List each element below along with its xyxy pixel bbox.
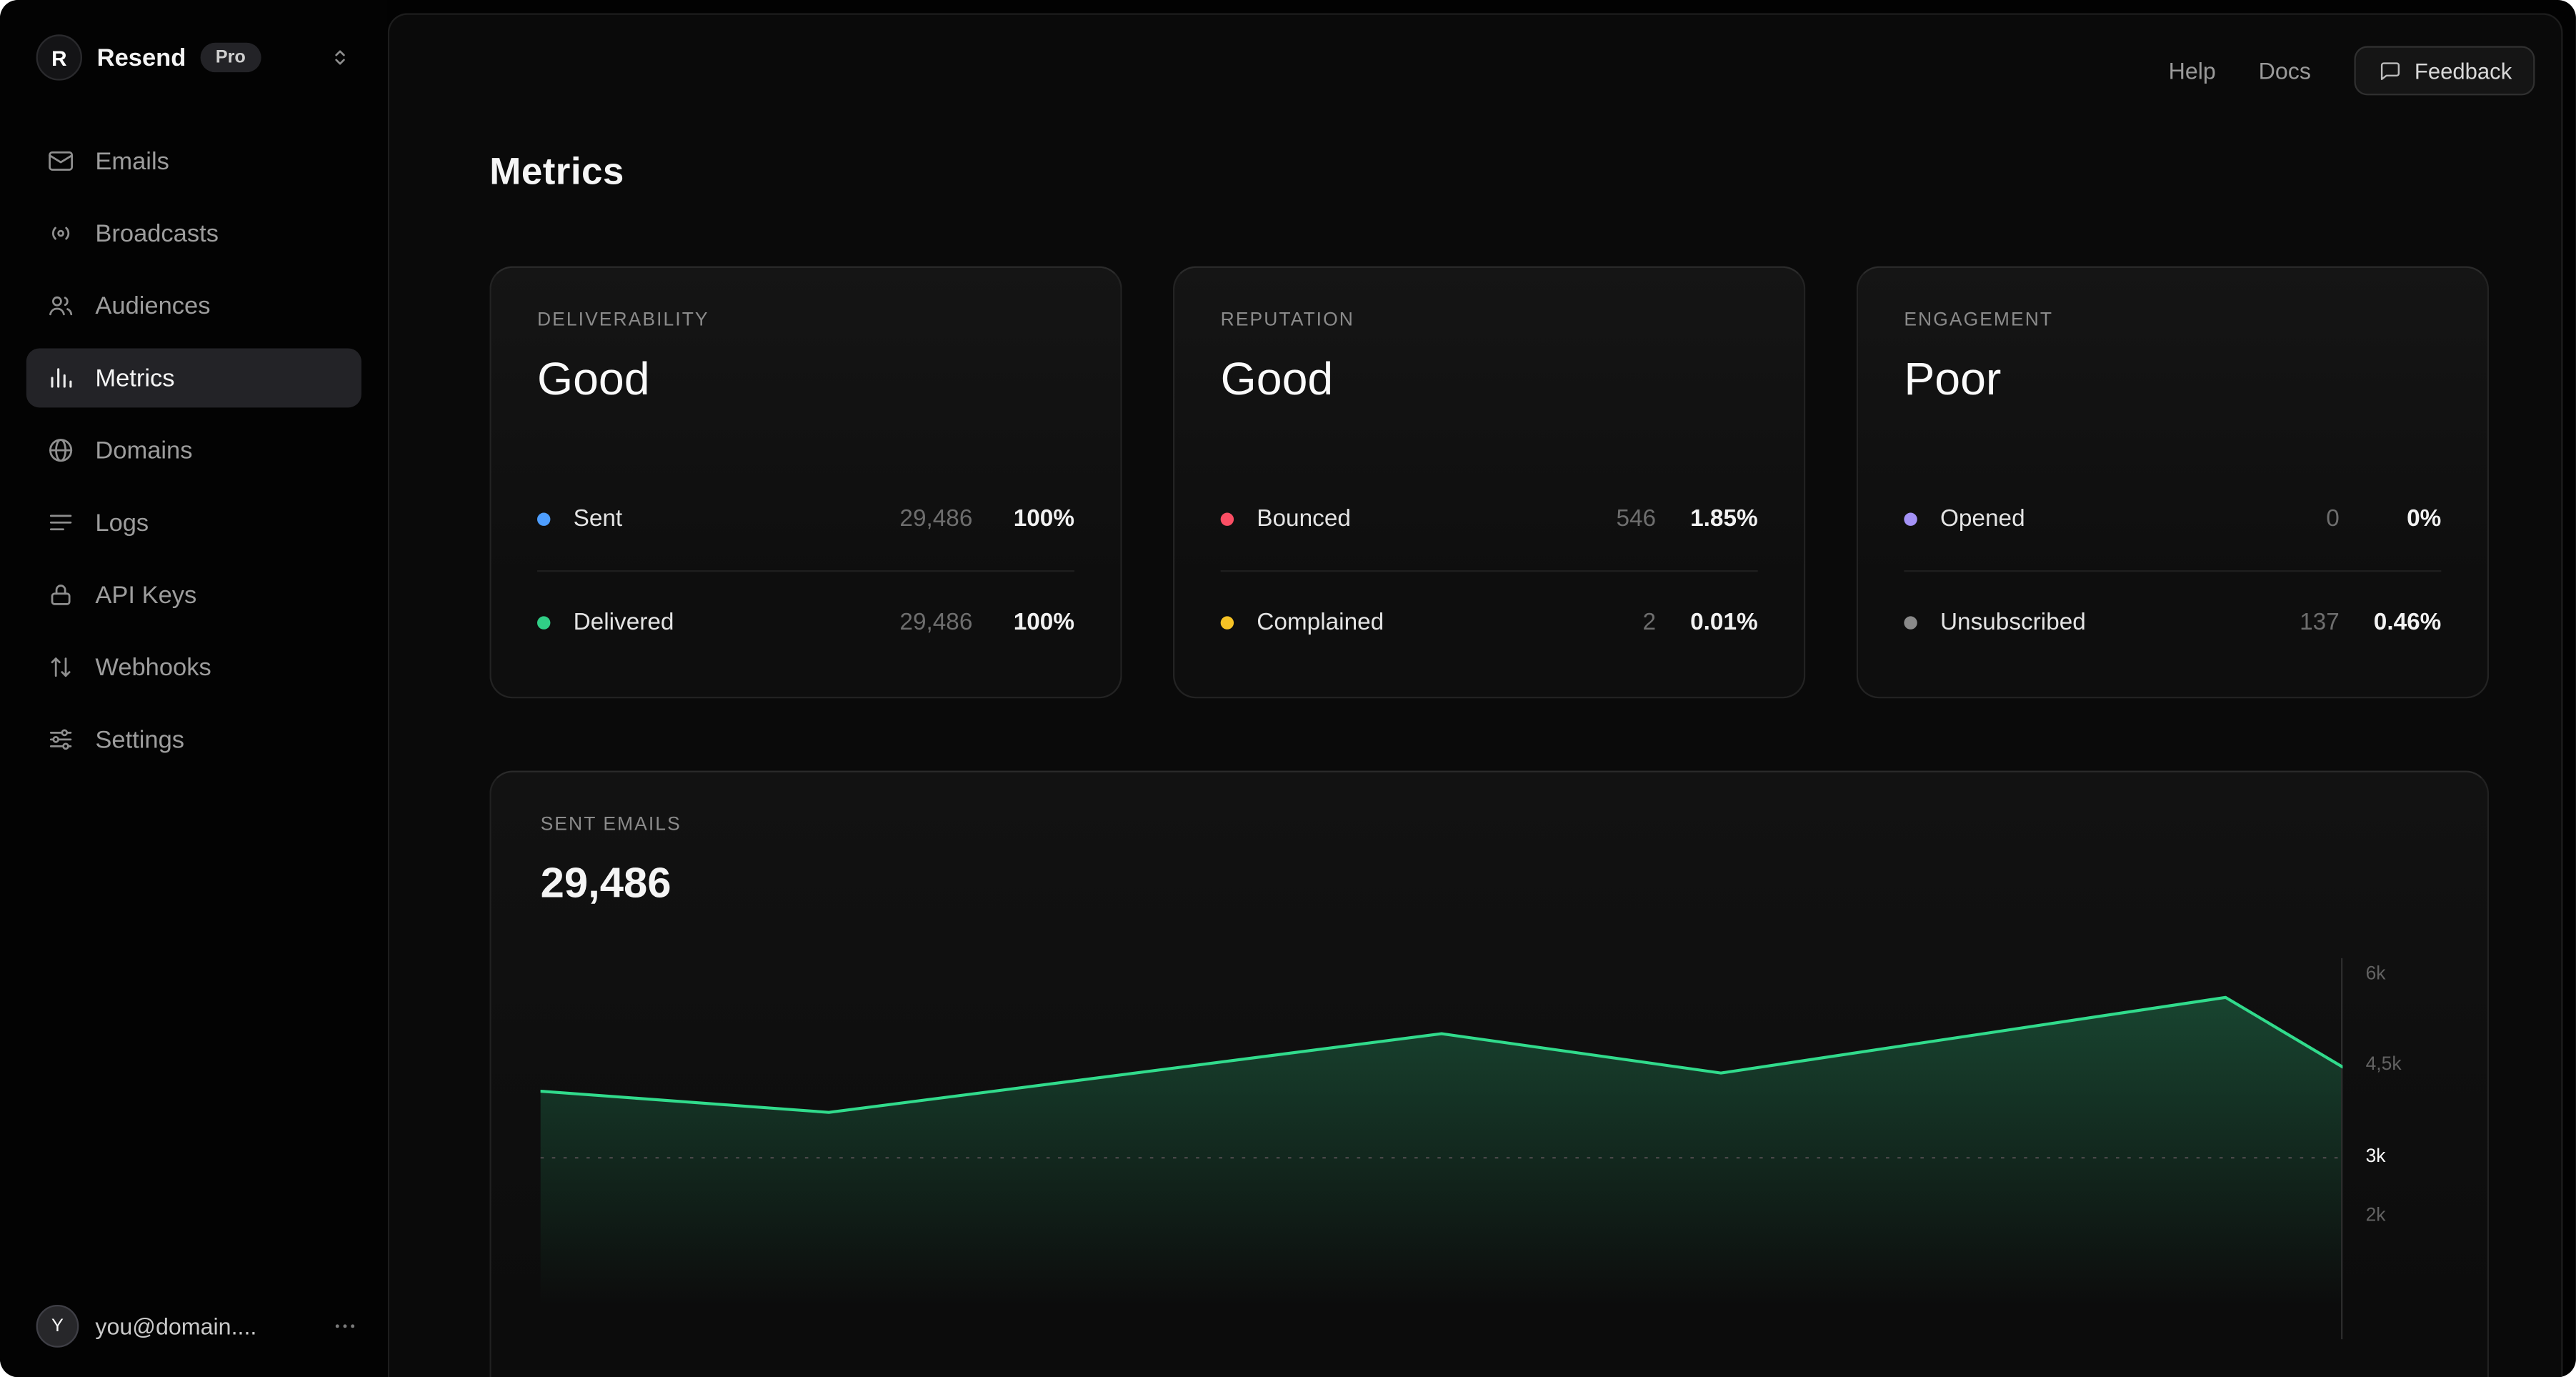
metric-name: Bounced xyxy=(1257,506,1351,533)
metric-name: Sent xyxy=(573,506,623,533)
metric-count: 29,486 xyxy=(899,610,973,636)
sidebar-item-api-keys[interactable]: API Keys xyxy=(26,565,361,625)
help-link[interactable]: Help xyxy=(2168,57,2216,84)
card-status: Good xyxy=(1220,353,1334,404)
feedback-button-label: Feedback xyxy=(2414,58,2512,84)
sliders-icon xyxy=(46,725,75,754)
y-tick-label: 4,5k xyxy=(2365,1055,2402,1075)
chart-y-axis: 6k 4,5k 3k 2k xyxy=(2366,958,2445,1340)
sidebar-item-label: Webhooks xyxy=(95,653,211,682)
y-tick-label: 3k xyxy=(2365,1146,2386,1166)
reputation-card: REPUTATION Good Bounced 546 1.85% Compla… xyxy=(1172,266,1806,699)
ellipsis-icon[interactable] xyxy=(332,1313,359,1339)
broadcast-icon xyxy=(46,219,75,248)
metric-percent: 0% xyxy=(2407,506,2442,533)
workspace-switcher[interactable]: R Resend Pro xyxy=(26,0,361,115)
sent-emails-total: 29,486 xyxy=(540,857,672,908)
metric-row-complained: Complained 2 0.01% xyxy=(1220,570,1758,674)
sidebar-item-emails[interactable]: Emails xyxy=(26,131,361,191)
sidebar-item-label: Domains xyxy=(95,436,193,464)
metric-count: 137 xyxy=(2300,610,2340,636)
area-chart xyxy=(540,958,2343,1340)
main-panel: Help Docs Feedback Metrics DELIVERABILIT… xyxy=(387,13,2563,1377)
workspace-name: Resend xyxy=(96,43,186,72)
docs-link[interactable]: Docs xyxy=(2258,57,2311,84)
user-menu-row[interactable]: Y you@domain.... xyxy=(0,1276,388,1377)
metric-row-bounced: Bounced 546 1.85% xyxy=(1220,468,1758,570)
plan-badge: Pro xyxy=(200,42,261,73)
metric-row-unsubscribed: Unsubscribed 137 0.46% xyxy=(1904,570,2442,674)
metric-count: 29,486 xyxy=(899,506,973,533)
sidebar-item-label: Audiences xyxy=(95,292,211,320)
metric-dot xyxy=(537,616,551,630)
sidebar-item-settings[interactable]: Settings xyxy=(26,710,361,769)
metric-row-delivered: Delivered 29,486 100% xyxy=(537,570,1075,674)
sidebar-item-audiences[interactable]: Audiences xyxy=(26,276,361,335)
sidebar-item-logs[interactable]: Logs xyxy=(26,493,361,552)
metric-name: Delivered xyxy=(573,610,674,636)
logs-icon xyxy=(46,508,75,537)
page-title: Metrics xyxy=(489,149,624,193)
card-status: Poor xyxy=(1904,353,2002,404)
metric-dot xyxy=(537,512,551,526)
metric-count: 0 xyxy=(2326,506,2340,533)
avatar: Y xyxy=(36,1304,79,1348)
card-label: ENGAGEMENT xyxy=(1904,310,2054,331)
chart-area-fill xyxy=(540,997,2343,1340)
chevrons-up-down-icon xyxy=(329,46,351,69)
metric-percent: 100% xyxy=(1013,506,1075,533)
sent-emails-label: SENT EMAILS xyxy=(540,815,682,835)
sidebar-item-broadcasts[interactable]: Broadcasts xyxy=(26,204,361,263)
metric-dot xyxy=(1904,512,1917,526)
metric-percent: 0.01% xyxy=(1690,610,1758,636)
sidebar-item-label: Settings xyxy=(95,725,185,754)
engagement-card: ENGAGEMENT Poor Opened 0 0% Unsubscribed xyxy=(1856,266,2490,699)
feedback-button[interactable]: Feedback xyxy=(2353,46,2535,96)
globe-icon xyxy=(46,435,75,464)
metric-percent: 0.46% xyxy=(2373,610,2442,636)
sidebar-item-label: Metrics xyxy=(95,364,175,392)
bar-chart-icon xyxy=(46,363,75,392)
metric-row-sent: Sent 29,486 100% xyxy=(537,468,1074,570)
users-icon xyxy=(46,291,75,320)
top-bar: Help Docs Feedback xyxy=(389,15,2561,114)
metric-count: 546 xyxy=(1616,506,1657,533)
deliverability-card: DELIVERABILITY Good Sent 29,486 100% Del… xyxy=(489,266,1122,699)
summary-cards-row: DELIVERABILITY Good Sent 29,486 100% Del… xyxy=(489,266,2490,699)
user-email: you@domain.... xyxy=(95,1313,257,1340)
metric-dot xyxy=(1904,616,1917,630)
lock-icon xyxy=(46,580,75,610)
sidebar: R Resend Pro Emails Bro xyxy=(0,0,388,1377)
card-label: REPUTATION xyxy=(1220,310,1354,331)
sidebar-item-metrics[interactable]: Metrics xyxy=(26,348,361,408)
metric-name: Complained xyxy=(1257,610,1384,636)
card-label: DELIVERABILITY xyxy=(537,310,709,331)
y-tick-label: 2k xyxy=(2365,1206,2386,1227)
arrows-up-down-icon xyxy=(46,652,75,682)
metric-dot xyxy=(1220,512,1234,526)
sidebar-item-webhooks[interactable]: Webhooks xyxy=(26,637,361,697)
sent-emails-card: SENT EMAILS 29,486 xyxy=(489,770,2490,1377)
metric-percent: 100% xyxy=(1013,610,1075,636)
sidebar-item-label: Broadcasts xyxy=(95,219,219,248)
resend-logo-icon: R xyxy=(36,34,82,81)
metric-percent: 1.85% xyxy=(1690,506,1758,533)
metric-row-opened: Opened 0 0% xyxy=(1904,468,2441,570)
metric-name: Unsubscribed xyxy=(1940,610,2086,636)
sidebar-item-label: Emails xyxy=(95,146,169,175)
feedback-bubble-icon xyxy=(2377,59,2401,83)
metric-name: Opened xyxy=(1940,506,2025,533)
sidebar-item-domains[interactable]: Domains xyxy=(26,421,361,480)
sidebar-item-label: Logs xyxy=(95,508,149,537)
card-status: Good xyxy=(537,353,650,404)
envelope-icon xyxy=(46,146,75,176)
metric-count: 2 xyxy=(1642,610,1657,636)
sent-emails-chart: 6k 4,5k 3k 2k xyxy=(540,958,2438,1340)
metric-dot xyxy=(1220,616,1234,630)
sidebar-item-label: API Keys xyxy=(95,580,197,610)
y-tick-label: 6k xyxy=(2365,965,2386,985)
sidebar-nav: Emails Broadcasts Audiences xyxy=(26,131,361,769)
chart-line xyxy=(540,995,2343,1114)
